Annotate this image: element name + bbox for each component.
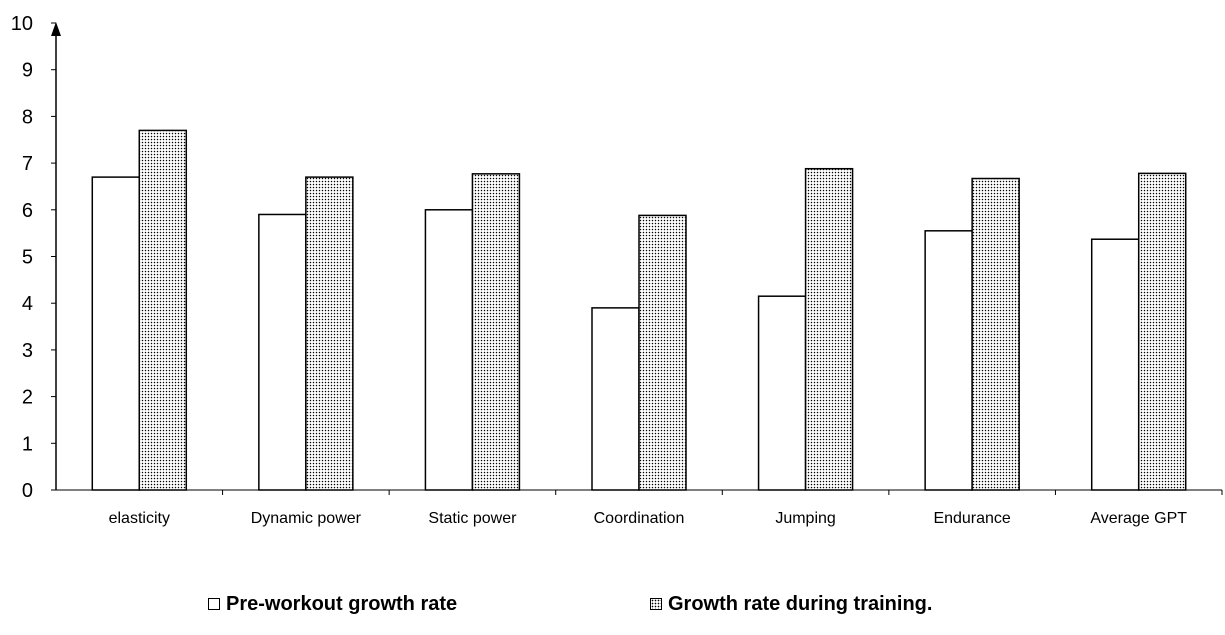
x-category-label: elasticity bbox=[109, 510, 170, 527]
x-category-label: Dynamic power bbox=[251, 510, 362, 527]
legend-item-series2: Growth rate during training. bbox=[650, 589, 932, 619]
bar-pre-workout bbox=[757, 295, 807, 491]
y-tick-label: 5 bbox=[22, 247, 33, 269]
y-ticks-group: 0 1 2 3 4 5 6 7 8 9 10 bbox=[11, 13, 56, 502]
bar-pre-workout bbox=[1090, 238, 1140, 491]
x-category-label: Jumping bbox=[775, 510, 835, 527]
y-tick-label: 8 bbox=[22, 106, 33, 128]
bar-during-training bbox=[971, 177, 1020, 491]
y-tick-label: 3 bbox=[22, 340, 33, 362]
y-tick-label: 4 bbox=[22, 293, 33, 315]
bar-pre-workout bbox=[258, 213, 307, 491]
x-category-label: Coordination bbox=[594, 510, 685, 527]
y-tick-label: 9 bbox=[22, 60, 33, 82]
bar-pre-workout bbox=[91, 176, 141, 491]
x-category-label: Average GPT bbox=[1090, 510, 1187, 527]
bar-during-training bbox=[804, 167, 854, 491]
y-tick-label: 2 bbox=[22, 387, 33, 409]
legend-item-series1: Pre-workout growth rate bbox=[208, 589, 457, 619]
x-labels-group: elasticity Dynamic power Static power Coord… bbox=[109, 490, 1223, 527]
legend-label-series1: Pre-workout growth rate bbox=[226, 592, 458, 615]
legend-swatch-white bbox=[208, 598, 220, 610]
y-tick-label: 6 bbox=[22, 200, 33, 222]
bar-during-training bbox=[305, 176, 354, 491]
bar-during-training bbox=[638, 214, 687, 491]
x-category-label: Static power bbox=[428, 510, 517, 527]
legend-swatch-dotted bbox=[650, 598, 662, 610]
x-category-label: Endurance bbox=[933, 510, 1010, 527]
y-tick-label: 1 bbox=[22, 433, 33, 455]
bars-group bbox=[91, 129, 1187, 491]
bar-during-training bbox=[1137, 172, 1187, 491]
bar-pre-workout bbox=[924, 230, 973, 491]
y-tick-label: 0 bbox=[22, 480, 33, 502]
bar-during-training bbox=[471, 173, 521, 491]
y-tick-label: 7 bbox=[22, 153, 33, 175]
bar-pre-workout bbox=[424, 209, 474, 491]
legend-label-series2: Growth rate during training. bbox=[668, 592, 933, 615]
y-tick-label: 10 bbox=[11, 13, 33, 35]
y-axis-arrow-icon bbox=[51, 22, 61, 36]
bar-during-training bbox=[138, 129, 188, 491]
bar-pre-workout bbox=[591, 307, 640, 491]
